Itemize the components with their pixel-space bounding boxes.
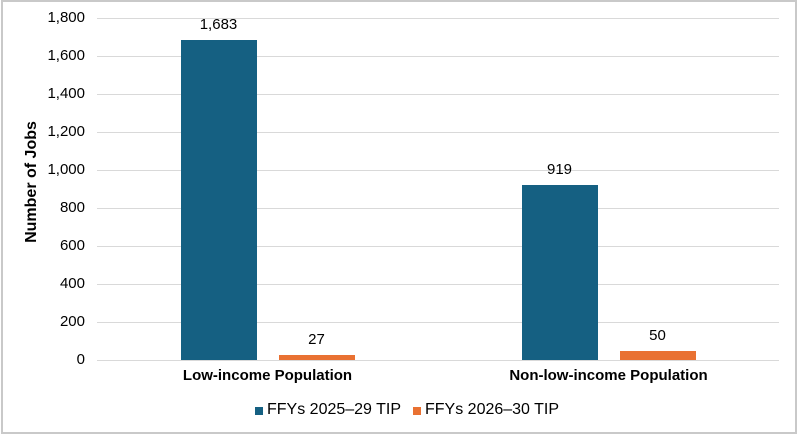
gridline-y1800 bbox=[97, 17, 779, 19]
y-tick-label-200: 200 bbox=[59, 313, 85, 330]
y-tick-label-1800: 1,800 bbox=[47, 9, 85, 26]
bar-series1-cat2 bbox=[521, 185, 598, 360]
bar-series1-cat1 bbox=[180, 40, 257, 360]
legend-label-1: FFYs 2025–29 TIP bbox=[267, 401, 401, 418]
data-label-series2-cat1: 27 bbox=[308, 330, 325, 348]
bar-series2-cat2 bbox=[619, 350, 696, 360]
gridline-y200 bbox=[97, 321, 779, 323]
y-tick-label-1400: 1,400 bbox=[47, 85, 85, 102]
legend: FFYs 2025–29 TIP FFYs 2026–30 TIP bbox=[255, 401, 559, 418]
y-tick-label-400: 400 bbox=[59, 275, 85, 292]
legend-swatch-icon bbox=[255, 407, 263, 415]
y-tick-label-1200: 1,200 bbox=[47, 123, 85, 140]
category-label-1: Low-income Population bbox=[182, 367, 353, 384]
category-label-2: Non-low-income Population bbox=[509, 367, 708, 384]
bar-series2-cat1 bbox=[278, 354, 355, 360]
data-label-series1-cat1: 1,683 bbox=[199, 16, 238, 34]
gridline-y1600 bbox=[97, 55, 779, 57]
gridline-y800 bbox=[97, 207, 779, 209]
legend-entry-2: FFYs 2026–30 TIP bbox=[413, 401, 559, 418]
y-tick-label-800: 800 bbox=[59, 199, 85, 216]
gridline-y1000 bbox=[97, 169, 779, 171]
y-tick-label-1000: 1,000 bbox=[47, 161, 85, 178]
gridline-y1200 bbox=[97, 131, 779, 133]
gridline-y1400 bbox=[97, 93, 779, 95]
y-tick-label-600: 600 bbox=[59, 237, 85, 254]
data-label-series1-cat2: 919 bbox=[546, 161, 573, 179]
y-tick-label-0: 0 bbox=[76, 351, 85, 368]
legend-swatch-icon bbox=[413, 407, 421, 415]
legend-entry-1: FFYs 2025–29 TIP bbox=[255, 401, 401, 418]
y-axis-title-text: Number of Jobs bbox=[23, 121, 40, 243]
y-tick-label-1600: 1,600 bbox=[47, 47, 85, 64]
gridline-y600 bbox=[97, 245, 779, 247]
data-label-series2-cat2: 50 bbox=[649, 326, 666, 344]
gridline-y400 bbox=[97, 283, 779, 285]
legend-label-2: FFYs 2026–30 TIP bbox=[425, 401, 559, 418]
gridline-y0 bbox=[97, 359, 779, 361]
